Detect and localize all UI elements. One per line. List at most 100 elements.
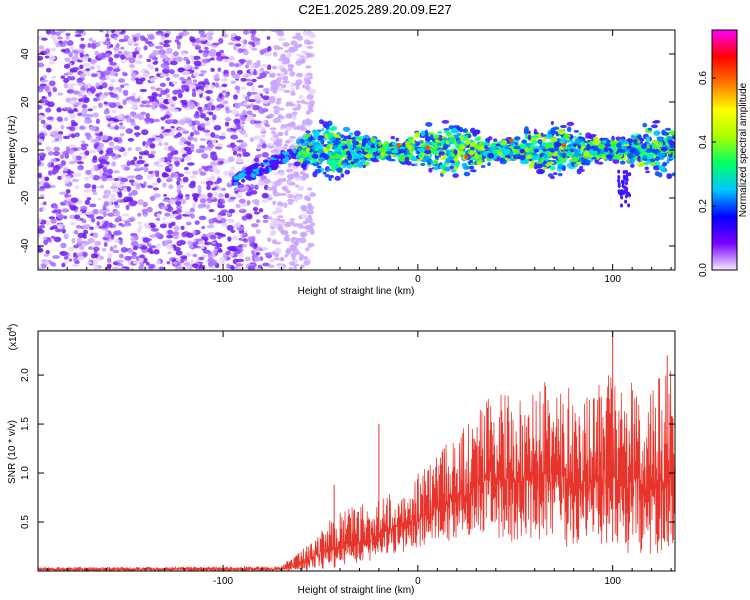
- noise-blob: [73, 107, 77, 112]
- noise-blob: [229, 252, 234, 257]
- snr-ytick-label: 0.5: [20, 515, 31, 529]
- noise-blob: [50, 184, 56, 189]
- signal-blob: [391, 149, 399, 154]
- noise-blob: [139, 88, 148, 93]
- noise-blob: [43, 239, 49, 246]
- noise-blob: [258, 108, 266, 114]
- noise-blob: [303, 173, 308, 177]
- noise-blob: [241, 43, 246, 50]
- noise-blob: [163, 114, 171, 119]
- signal-blob: [298, 157, 304, 164]
- signal-blob: [467, 134, 472, 139]
- noise-blob: [216, 104, 225, 109]
- noise-blob: [181, 80, 187, 84]
- noise-blob: [156, 177, 161, 184]
- noise-blob: [104, 231, 109, 235]
- signal-blob: [620, 203, 624, 208]
- signal-blob: [561, 136, 566, 143]
- noise-blob: [163, 242, 169, 246]
- noise-blob: [39, 194, 45, 199]
- signal-blob: [658, 141, 664, 148]
- signal-blob: [617, 175, 621, 180]
- noise-blob: [283, 69, 288, 75]
- signal-blob: [378, 141, 382, 147]
- noise-blob: [277, 131, 284, 137]
- signal-blob: [296, 138, 301, 145]
- signal-blob: [524, 126, 529, 132]
- noise-blob: [118, 125, 126, 130]
- noise-blob: [167, 251, 172, 255]
- noise-blob: [38, 224, 46, 229]
- noise-blob: [186, 150, 192, 155]
- noise-blob: [146, 58, 152, 63]
- signal-blob: [345, 139, 351, 146]
- noise-blob: [253, 120, 262, 124]
- noise-blob: [308, 88, 317, 95]
- noise-blob: [190, 103, 196, 108]
- noise-blob: [188, 244, 194, 249]
- noise-blob: [169, 213, 174, 219]
- noise-blob: [199, 193, 207, 200]
- noise-blob: [283, 89, 291, 94]
- noise-blob: [201, 153, 209, 159]
- noise-blob: [50, 47, 56, 52]
- signal-blob: [525, 154, 532, 160]
- noise-blob: [60, 124, 65, 130]
- noise-blob: [108, 222, 113, 228]
- noise-blob: [164, 239, 173, 244]
- signal-blob: [550, 149, 555, 153]
- noise-blob: [269, 259, 275, 263]
- noise-blob: [216, 55, 224, 62]
- noise-blob: [123, 34, 130, 41]
- noise-blob: [132, 245, 139, 251]
- noise-blob: [230, 134, 239, 140]
- noise-blob: [286, 189, 291, 194]
- signal-blob: [542, 153, 548, 158]
- noise-blob: [283, 202, 288, 208]
- noise-blob: [267, 264, 275, 268]
- signal-blob: [463, 128, 468, 133]
- noise-blob: [239, 187, 247, 193]
- noise-blob: [161, 205, 169, 210]
- noise-blob: [209, 153, 218, 160]
- noise-blob: [242, 102, 250, 106]
- noise-blob: [77, 161, 84, 165]
- noise-blob: [285, 250, 290, 256]
- signal-blob: [445, 150, 450, 157]
- noise-blob: [44, 85, 50, 92]
- noise-blob: [81, 113, 88, 118]
- noise-blob: [150, 86, 156, 90]
- signal-blob: [533, 128, 538, 135]
- noise-blob: [205, 180, 214, 186]
- noise-blob: [162, 132, 171, 137]
- noise-blob: [242, 49, 249, 56]
- noise-blob: [258, 208, 264, 213]
- spectrogram-ytick-label: -20: [20, 190, 31, 205]
- noise-blob: [155, 32, 163, 36]
- signal-blob: [361, 141, 366, 146]
- noise-blob: [210, 67, 215, 72]
- noise-blob: [153, 248, 160, 255]
- noise-blob: [230, 229, 236, 233]
- noise-blob: [307, 79, 312, 85]
- noise-blob: [68, 82, 77, 87]
- noise-blob: [138, 54, 143, 59]
- noise-blob: [77, 166, 83, 170]
- noise-blob: [308, 32, 316, 39]
- signal-blob: [542, 166, 547, 171]
- noise-blob: [73, 90, 80, 95]
- noise-blob: [38, 55, 44, 61]
- noise-blob: [83, 241, 91, 246]
- noise-blob: [50, 75, 57, 79]
- signal-blob: [531, 155, 539, 161]
- noise-blob: [57, 209, 62, 215]
- noise-blob: [251, 85, 256, 91]
- noise-blob: [285, 168, 294, 173]
- noise-blob: [179, 258, 185, 264]
- noise-blob: [240, 77, 248, 82]
- noise-blob: [249, 137, 254, 143]
- noise-blob: [179, 76, 185, 81]
- noise-blob: [154, 67, 159, 72]
- noise-blob: [84, 183, 92, 189]
- noise-blob: [38, 142, 42, 146]
